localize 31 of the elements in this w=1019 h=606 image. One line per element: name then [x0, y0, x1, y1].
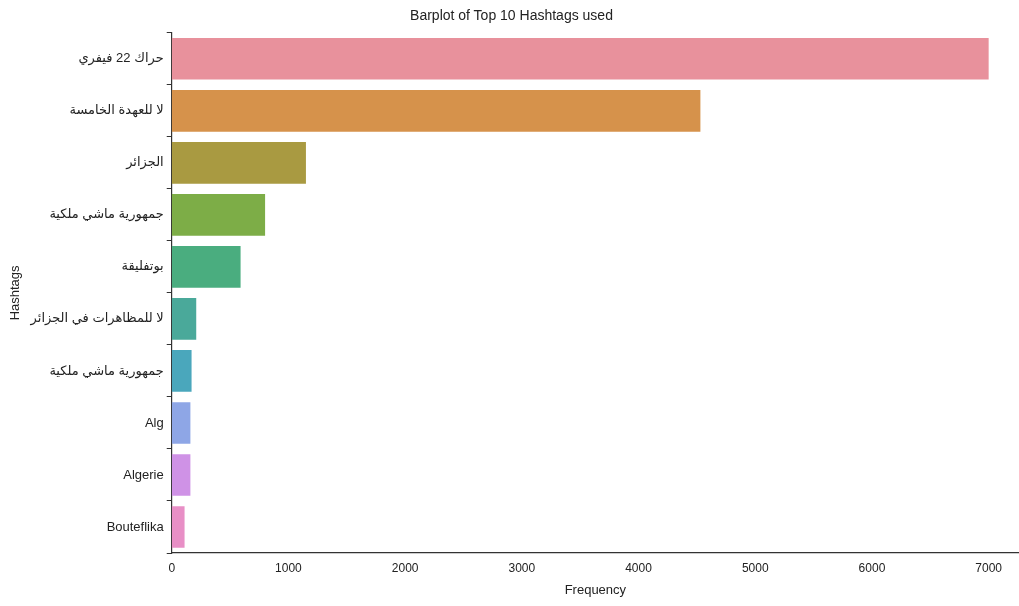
- bar: [171, 90, 701, 132]
- x-tick-label: 4000: [625, 560, 653, 575]
- bar: [171, 142, 306, 184]
- x-axis-title: Frequency: [564, 581, 627, 597]
- bar: [171, 350, 192, 392]
- bar: [171, 298, 197, 340]
- y-tick-label: بوتفليقة: [121, 258, 164, 275]
- y-tick-label: Bouteflika: [106, 518, 165, 534]
- bar: [171, 38, 989, 80]
- x-tick-label: 7000: [975, 560, 1003, 575]
- bar: [171, 194, 266, 236]
- y-tick-label: لا للعهدة الخامسة: [69, 102, 164, 119]
- x-tick-label: 5000: [741, 560, 769, 575]
- x-tick-label: 1000: [275, 560, 303, 575]
- bar: [171, 454, 191, 496]
- x-tick-label: 6000: [858, 560, 886, 575]
- y-tick-label: جمهورية ماشي ملكية: [49, 206, 164, 223]
- y-tick-label: Alg: [144, 414, 164, 430]
- chart-title: Barplot of Top 10 Hashtags used: [410, 7, 613, 24]
- y-axis-title: Hashtags: [7, 264, 23, 321]
- y-tick-label: الجزائر: [125, 154, 164, 171]
- x-tick-label: 3000: [508, 560, 536, 575]
- bar: [171, 506, 185, 548]
- y-tick-label: حراك 22 فيفري: [78, 50, 164, 67]
- y-tick-label: لا للمظاهرات في الجزائر: [29, 310, 164, 327]
- y-tick-label: Algerie: [123, 466, 164, 482]
- bar: [171, 402, 191, 444]
- x-tick-label: 0: [168, 560, 176, 575]
- bar: [171, 246, 241, 288]
- x-tick-label: 2000: [391, 560, 419, 575]
- y-tick-label: جمهورية ماشي ملكية: [49, 362, 164, 379]
